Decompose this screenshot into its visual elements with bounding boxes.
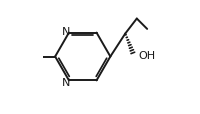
Text: N: N [62,27,71,37]
Text: OH: OH [138,51,155,61]
Text: N: N [62,77,71,87]
